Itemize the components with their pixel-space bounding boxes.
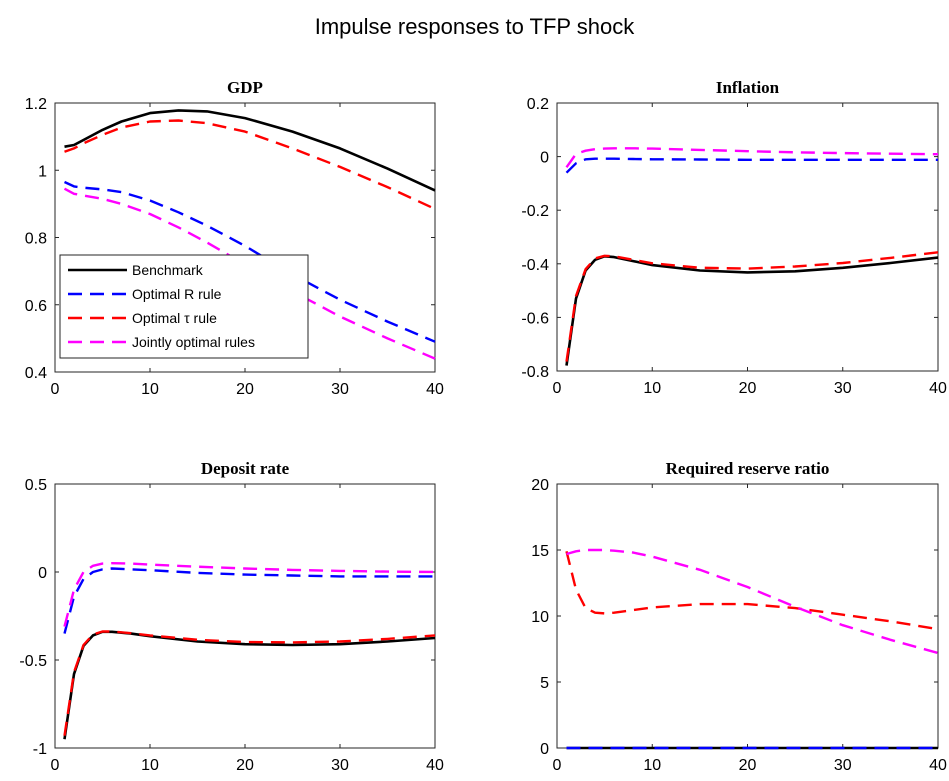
inflation-panel-title: Inflation bbox=[716, 78, 780, 97]
inflation-xtick-label: 40 bbox=[929, 380, 947, 397]
inflation-line-optimal-r-rule bbox=[565, 157, 938, 174]
gdp-xtick-label: 0 bbox=[51, 381, 60, 398]
required-reserve-ratio-line-jointly-optimal-rules bbox=[566, 548, 939, 655]
gdp-ytick-label: 1.2 bbox=[25, 96, 47, 113]
deposit-rate-xtick-label: 20 bbox=[236, 757, 254, 774]
legend-label-optimal-r-rule: Optimal R rule bbox=[132, 286, 222, 302]
inflation-ytick-label: -0.6 bbox=[521, 310, 549, 327]
gdp-line-optimal-rule bbox=[64, 119, 436, 210]
gdp-panel-title: GDP bbox=[227, 78, 263, 97]
required-reserve-ratio-ytick-label: 5 bbox=[540, 675, 549, 692]
required-reserve-ratio-ytick-label: 20 bbox=[531, 477, 549, 494]
deposit-rate-xtick-label: 10 bbox=[141, 757, 159, 774]
deposit-rate-ytick-label: 0.5 bbox=[25, 477, 47, 494]
required-reserve-ratio-ytick-label: 0 bbox=[540, 741, 549, 758]
legend-label-optimal-rule: Optimal τ rule bbox=[132, 310, 217, 326]
inflation-ytick-label: 0.2 bbox=[527, 96, 549, 113]
gdp-ytick-label: 0.6 bbox=[25, 298, 47, 315]
required-reserve-ratio-line-optimal-rule bbox=[565, 551, 939, 631]
required-reserve-ratio-xtick-label: 40 bbox=[929, 757, 947, 774]
required-reserve-ratio-xtick-label: 10 bbox=[643, 757, 661, 774]
legend-label-benchmark: Benchmark bbox=[132, 262, 204, 278]
gdp-xtick-label: 40 bbox=[426, 381, 444, 398]
required-reserve-ratio-xtick-label: 20 bbox=[739, 757, 757, 774]
deposit-rate-ytick-label: 0 bbox=[38, 565, 47, 582]
required-reserve-ratio-ytick-label: 10 bbox=[531, 609, 549, 626]
deposit-rate-ytick-label: -0.5 bbox=[19, 653, 47, 670]
inflation-axes-box bbox=[556, 102, 939, 372]
deposit-rate-line-jointly-optimal-rules bbox=[63, 562, 436, 627]
gdp-line-benchmark bbox=[64, 109, 436, 192]
gdp-line-optimal-r-rule bbox=[63, 180, 436, 343]
gdp-ytick-label: 0.4 bbox=[25, 365, 47, 382]
required-reserve-ratio-axes-box bbox=[556, 483, 939, 749]
inflation-line-optimal-rule bbox=[565, 251, 939, 362]
deposit-rate-ytick-label: -1 bbox=[33, 741, 47, 758]
deposit-rate-line-optimal-r-rule bbox=[63, 567, 435, 634]
deposit-rate-panel-title: Deposit rate bbox=[201, 459, 290, 478]
required-reserve-ratio-xtick-label: 0 bbox=[553, 757, 562, 774]
gdp-line-jointly-optimal-rules bbox=[63, 187, 436, 360]
inflation-ytick-label: -0.8 bbox=[521, 364, 549, 381]
inflation-xtick-label: 30 bbox=[834, 380, 852, 397]
gdp-ytick-label: 1 bbox=[38, 163, 47, 180]
gdp-xtick-label: 20 bbox=[236, 381, 254, 398]
required-reserve-ratio-panel-title: Required reserve ratio bbox=[666, 459, 830, 478]
required-reserve-ratio-xtick-label: 30 bbox=[834, 757, 852, 774]
gdp-xtick-label: 30 bbox=[331, 381, 349, 398]
inflation-ytick-label: -0.2 bbox=[521, 203, 549, 220]
deposit-rate-axes-box bbox=[54, 483, 436, 749]
inflation-xtick-label: 20 bbox=[739, 380, 757, 397]
inflation-line-jointly-optimal-rules bbox=[565, 147, 939, 168]
deposit-rate-xtick-label: 40 bbox=[426, 757, 444, 774]
figure-title: Impulse responses to TFP shock bbox=[314, 14, 635, 39]
deposit-rate-line-benchmark bbox=[63, 630, 436, 740]
inflation-ytick-label: -0.4 bbox=[521, 257, 549, 274]
deposit-rate-xtick-label: 0 bbox=[51, 757, 60, 774]
inflation-line-benchmark bbox=[565, 254, 939, 366]
legend-label-jointly-optimal-rules: Jointly optimal rules bbox=[132, 334, 255, 350]
inflation-ytick-label: 0 bbox=[540, 150, 549, 167]
inflation-xtick-label: 0 bbox=[553, 380, 562, 397]
deposit-rate-line-optimal-rule bbox=[63, 630, 436, 736]
deposit-rate-xtick-label: 30 bbox=[331, 757, 349, 774]
gdp-ytick-label: 0.8 bbox=[25, 231, 47, 248]
inflation-xtick-label: 10 bbox=[643, 380, 661, 397]
required-reserve-ratio-ytick-label: 15 bbox=[531, 543, 549, 560]
gdp-xtick-label: 10 bbox=[141, 381, 159, 398]
